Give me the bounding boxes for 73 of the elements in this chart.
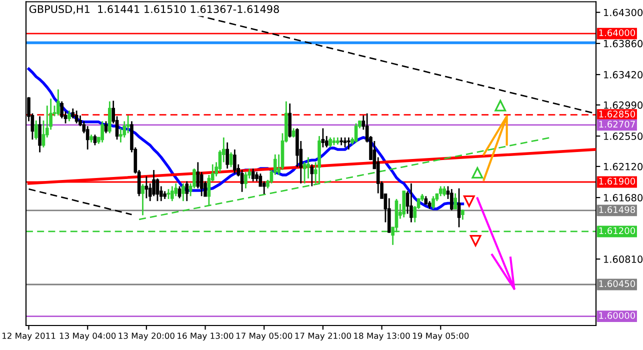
- candlestick: [457, 188, 461, 228]
- x-tick-label: 12 May 2011: [2, 332, 56, 341]
- candlestick: [347, 136, 350, 150]
- candlestick: [104, 120, 108, 134]
- candlestick: [182, 182, 185, 202]
- candlestick: [410, 182, 413, 223]
- candlestick: [328, 136, 332, 148]
- y-tick-label: 1.63860: [604, 40, 643, 48]
- candlestick: [86, 125, 90, 150]
- candlestick: [74, 110, 78, 124]
- candlestick: [292, 128, 296, 138]
- y-tick-label: 1.62120: [604, 162, 643, 170]
- candlestick: [144, 176, 148, 199]
- x-tick-label: 13 May 20:00: [118, 332, 174, 341]
- ref-line-label: 1.60000: [599, 312, 636, 319]
- y-tick-label: 1.61680: [604, 194, 643, 202]
- candlestick: [156, 178, 160, 202]
- ref-line-label: 1.61900: [599, 178, 636, 185]
- candlestick: [354, 122, 358, 144]
- x-tick-label: 18 May 13:00: [354, 332, 410, 341]
- candlestick: [108, 100, 112, 134]
- candlestick: [56, 88, 60, 116]
- ref-line-label: 1.61498: [599, 206, 635, 214]
- candlestick: [126, 114, 130, 134]
- candlestick: [302, 162, 306, 184]
- ref-line-label: 1.61200: [599, 227, 636, 234]
- y-tick-label: 1.64300: [604, 8, 643, 16]
- candlestick: [442, 186, 446, 197]
- y-tick-label: 1.63420: [604, 71, 643, 78]
- chart-title: GBPUSD,H1 1.61441 1.61510 1.61367-1.61498: [29, 5, 279, 14]
- candlestick: [288, 102, 292, 138]
- y-tick-label: 1.62550: [604, 132, 643, 140]
- ref-line-label: 1.64000: [599, 29, 636, 36]
- x-tick-label: 13 May 04:00: [60, 332, 116, 341]
- candlestick: [432, 195, 435, 210]
- candlestick: [100, 120, 104, 144]
- x-tick-label: 17 May 05:00: [236, 332, 292, 341]
- candlestick: [402, 190, 406, 218]
- y-tick-label: 1.60810: [604, 256, 643, 263]
- candlestick: [178, 186, 182, 199]
- candlestick: [244, 171, 248, 190]
- candlestick: [60, 100, 64, 120]
- candlestick: [343, 136, 347, 148]
- candlestick: [306, 156, 310, 180]
- candlestick: [185, 180, 189, 202]
- y-tick-label: 1.62990: [604, 101, 643, 109]
- candlestick: [438, 186, 442, 197]
- candlestick: [310, 164, 314, 187]
- candlestick: [141, 183, 144, 216]
- candlestick: [454, 192, 457, 210]
- candlestick: [321, 128, 325, 148]
- candlestick: [226, 142, 229, 170]
- candlestick: [229, 152, 233, 168]
- candlestick: [233, 148, 236, 174]
- candlestick: [93, 134, 97, 146]
- x-tick-label: 19 May 05:00: [412, 332, 469, 341]
- candlestick: [34, 120, 38, 140]
- ref-line-label: 1.62707: [599, 120, 635, 128]
- candlestick: [170, 186, 174, 202]
- candlestick: [68, 110, 71, 122]
- candlestick: [450, 188, 454, 211]
- x-tick-label: 17 May 21:00: [295, 332, 351, 341]
- candlestick: [71, 108, 75, 120]
- candlestick: [251, 168, 255, 182]
- candlestick: [387, 198, 391, 234]
- ref-line-label: 1.62850: [599, 110, 636, 118]
- candlestick: [174, 182, 178, 197]
- candlestick: [38, 116, 42, 154]
- candlestick: [166, 188, 170, 200]
- candlestick: [152, 169, 156, 197]
- candlestick: [461, 208, 464, 220]
- x-tick-label: 16 May 13:00: [178, 332, 234, 341]
- ref-line-label: 1.60450: [599, 280, 636, 288]
